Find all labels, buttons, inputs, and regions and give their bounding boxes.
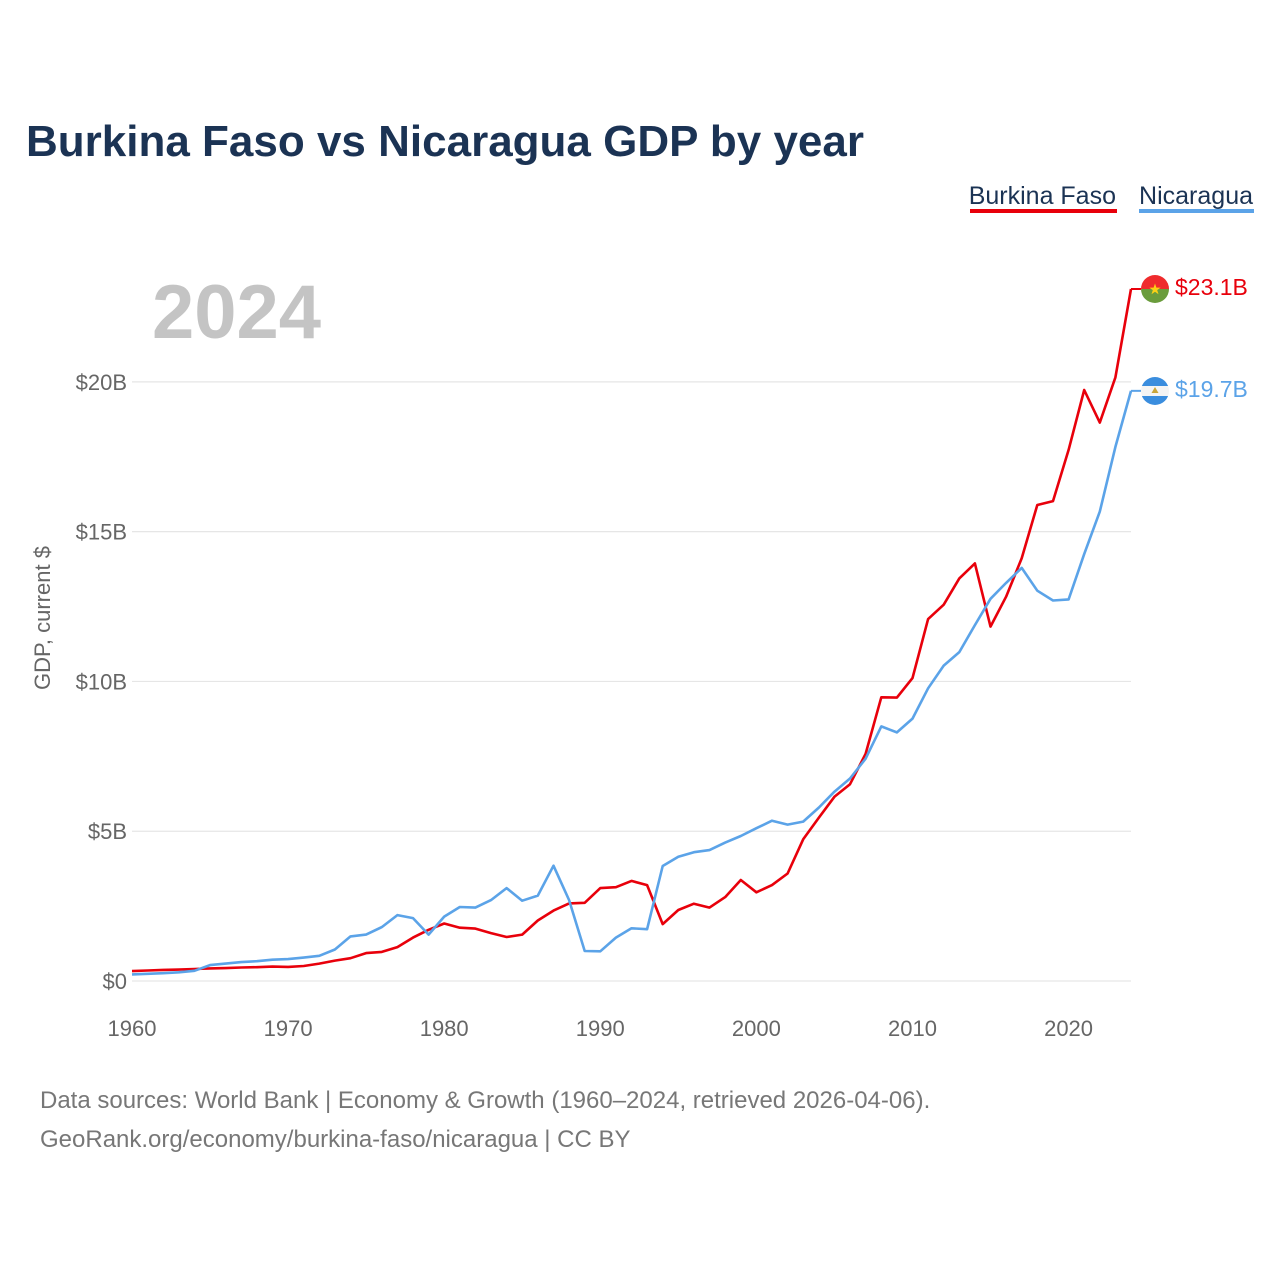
y-tick-label: $15B bbox=[76, 520, 127, 545]
gridlines bbox=[132, 381, 1131, 982]
y-axis-label: GDP, current $ bbox=[30, 546, 55, 690]
end-value-label-nicaragua: $19.7B bbox=[1175, 376, 1248, 402]
current-year-label: 2024 bbox=[152, 270, 321, 355]
burkina-faso-flag-icon bbox=[1141, 275, 1169, 303]
y-axis-ticks: $0 $5B $10B $15B $20B bbox=[76, 370, 127, 994]
x-tick-label: 2020 bbox=[1044, 1016, 1093, 1041]
series-lines bbox=[131, 288, 1141, 976]
x-tick-label: 1960 bbox=[108, 1016, 157, 1041]
x-tick-label: 1980 bbox=[420, 1016, 469, 1041]
end-value-label-burkina-faso: $23.1B bbox=[1175, 274, 1248, 300]
footer-credit[interactable]: GeoRank.org/economy/burkina-faso/nicarag… bbox=[40, 1126, 631, 1153]
legend: Burkina Faso Nicaragua bbox=[969, 182, 1254, 213]
x-tick-label: 2000 bbox=[732, 1016, 781, 1041]
legend-swatch-nicaragua bbox=[1139, 209, 1254, 213]
footer-source: Data sources: World Bank | Economy & Gro… bbox=[40, 1087, 930, 1114]
legend-item-burkina-faso[interactable]: Burkina Faso bbox=[969, 182, 1116, 210]
legend-swatch-burkina-faso bbox=[970, 209, 1117, 213]
legend-item-nicaragua[interactable]: Nicaragua bbox=[1139, 182, 1253, 210]
series-line-nicaragua[interactable] bbox=[131, 390, 1133, 976]
nicaragua-flag-icon bbox=[1141, 377, 1169, 405]
y-tick-label: $20B bbox=[76, 370, 127, 395]
x-tick-label: 1970 bbox=[264, 1016, 313, 1041]
x-axis-ticks: 1960 1970 1980 1990 2000 2010 2020 bbox=[108, 1016, 1094, 1041]
y-tick-label: $0 bbox=[103, 969, 127, 994]
chart-title: Burkina Faso vs Nicaragua GDP by year bbox=[26, 117, 864, 166]
x-tick-label: 1990 bbox=[576, 1016, 625, 1041]
y-tick-label: $5B bbox=[88, 819, 127, 844]
series-line-burkina-faso[interactable] bbox=[131, 288, 1133, 973]
x-tick-label: 2010 bbox=[888, 1016, 937, 1041]
y-tick-label: $10B bbox=[76, 669, 127, 694]
